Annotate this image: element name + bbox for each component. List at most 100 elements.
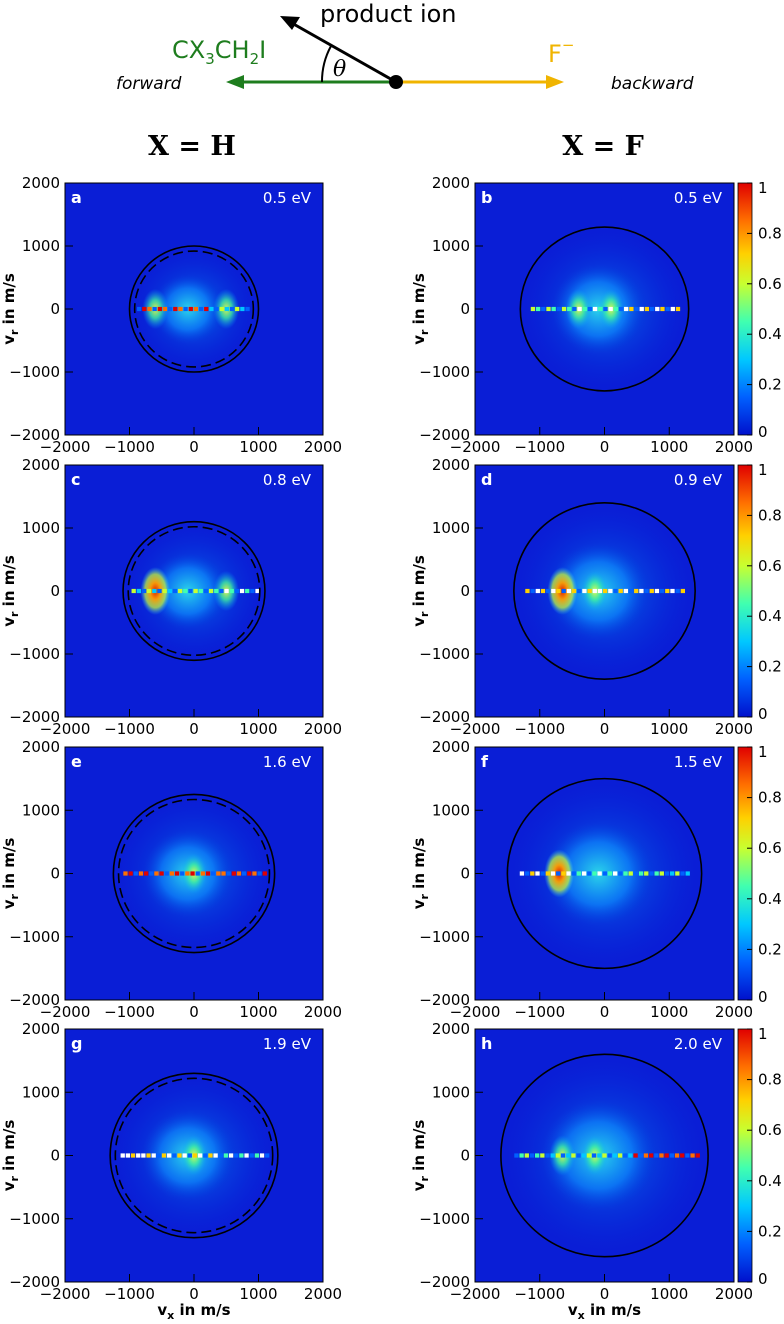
axial-pixel	[236, 871, 242, 876]
x-tick-label: −1000	[514, 1285, 565, 1303]
y-axis-label: vr in m/s	[410, 838, 431, 910]
axial-pixel	[582, 588, 587, 594]
axial-pixel	[149, 871, 154, 876]
axial-pixel	[690, 1153, 695, 1158]
axial-pixel	[130, 1153, 136, 1158]
colorbar-tick-label: 0.4	[758, 325, 782, 343]
axial-pixel	[675, 306, 681, 312]
axial-pixel	[178, 306, 183, 312]
axial-pixel	[685, 871, 690, 876]
axial-pixel	[187, 1153, 192, 1158]
axial-pixel	[159, 871, 164, 876]
y-tick-label: −2000	[9, 426, 60, 444]
axial-pixel	[566, 871, 571, 876]
x-tick-label: 1000	[239, 438, 277, 456]
axial-pixel	[648, 1153, 654, 1158]
x-axis-label: vx in m/s	[568, 1301, 641, 1322]
axial-pixel	[172, 1153, 177, 1158]
y-tick-label: 2000	[22, 456, 60, 474]
axial-pixel	[167, 1153, 172, 1158]
x-tick-label: 2000	[304, 1003, 342, 1021]
axial-pixel	[586, 1153, 592, 1158]
axial-pixel	[560, 1153, 566, 1158]
colorbar-tick-label: 0.8	[758, 789, 782, 807]
kinematic-cutoff-circle-dashed	[117, 798, 271, 949]
axial-pixel	[143, 871, 149, 876]
axial-pixel	[561, 306, 567, 312]
anion-arrowhead	[546, 75, 564, 89]
collision-energy: 1.6 eV	[263, 753, 312, 771]
axial-pixel	[167, 588, 172, 594]
axial-pixel	[608, 306, 613, 312]
y-tick-label: 0	[460, 1147, 470, 1165]
colorbar-tick-label: 0.8	[758, 224, 782, 242]
collision-center-dot	[389, 75, 403, 89]
collision-energy: 0.5 eV	[674, 189, 723, 207]
axial-pixel	[566, 588, 572, 594]
axial-pixel	[644, 588, 649, 594]
panel-a: −2000 −1000 0 1000 2000 2000 1000 0 −1000 −2000 vr…	[0, 174, 342, 456]
axial-pixel	[120, 1153, 125, 1158]
x-tick-label: −2000	[450, 720, 501, 738]
x-tick-label: 1000	[650, 720, 688, 738]
axial-pixel	[530, 306, 536, 312]
x-tick-label: −1000	[514, 1003, 565, 1021]
x-tick-label: −2000	[40, 1003, 91, 1021]
y-tick-label: 1000	[22, 237, 60, 255]
colorbar-tick-label: 0.2	[758, 376, 782, 394]
axial-pixel	[654, 588, 660, 594]
y-tick-label: 1000	[432, 801, 470, 819]
column-title-right: X = F	[562, 131, 644, 162]
axial-pixel	[198, 588, 203, 594]
axial-pixel	[123, 871, 128, 876]
axial-pixel	[623, 1153, 628, 1158]
axial-pixel	[535, 588, 540, 594]
axial-pixel	[587, 588, 592, 594]
colorbar-tick-label: 1	[758, 1025, 768, 1043]
axial-pixel	[247, 871, 252, 876]
axial-pixel	[546, 306, 551, 312]
axial-pixel	[240, 306, 245, 312]
axial-pixel	[592, 306, 598, 312]
axial-pixel	[183, 306, 188, 312]
y-tick-label: 2000	[432, 1020, 470, 1038]
axial-pixel	[680, 1153, 685, 1158]
collision-energy: 1.5 eV	[674, 753, 723, 771]
axial-pixel	[638, 871, 644, 876]
colorbar-tick-label: 1	[758, 743, 768, 761]
column-title-left: X = H	[148, 131, 236, 162]
collision-energy: 0.5 eV	[263, 189, 312, 207]
product-ion-arrowhead	[280, 16, 300, 30]
x-tick-label: 2000	[715, 438, 753, 456]
axial-pixel	[592, 871, 597, 876]
panel-letter: c	[71, 470, 80, 489]
axial-pixel	[556, 871, 561, 876]
axial-pixel	[234, 588, 240, 594]
axial-pixel	[680, 871, 685, 876]
axial-pixel	[154, 871, 159, 876]
axial-pixel	[591, 1153, 597, 1158]
y-axis-label: vr in m/s	[0, 1120, 21, 1192]
axial-pixel	[265, 1153, 270, 1158]
anion-label: F−	[548, 36, 574, 68]
axial-pixel	[519, 871, 525, 876]
axial-pixel	[133, 871, 138, 876]
x-axis-label: vx in m/s	[157, 1301, 230, 1322]
forward-label: forward	[116, 74, 182, 94]
colorbar-tick-label: 0.2	[758, 940, 782, 958]
axial-pixel	[592, 588, 597, 594]
axial-pixel	[550, 1153, 555, 1158]
axial-pixel	[229, 306, 235, 312]
axial-pixel	[254, 1153, 260, 1158]
axial-pixel	[571, 871, 576, 876]
panel-g: −2000 −1000 0 1000 2000 2000 1000 0 −1000 −2000 vr…	[0, 1020, 342, 1322]
axial-pixel	[142, 306, 147, 312]
y-tick-label: 0	[50, 582, 60, 600]
colorbar-tick-label: 0.4	[758, 607, 782, 625]
x-tick-label: −1000	[514, 720, 565, 738]
axial-pixel	[161, 1153, 167, 1158]
axial-pixel	[674, 1153, 680, 1158]
y-tick-label: 0	[460, 300, 470, 318]
axial-pixel	[224, 306, 230, 312]
axial-pixel	[540, 1153, 545, 1158]
